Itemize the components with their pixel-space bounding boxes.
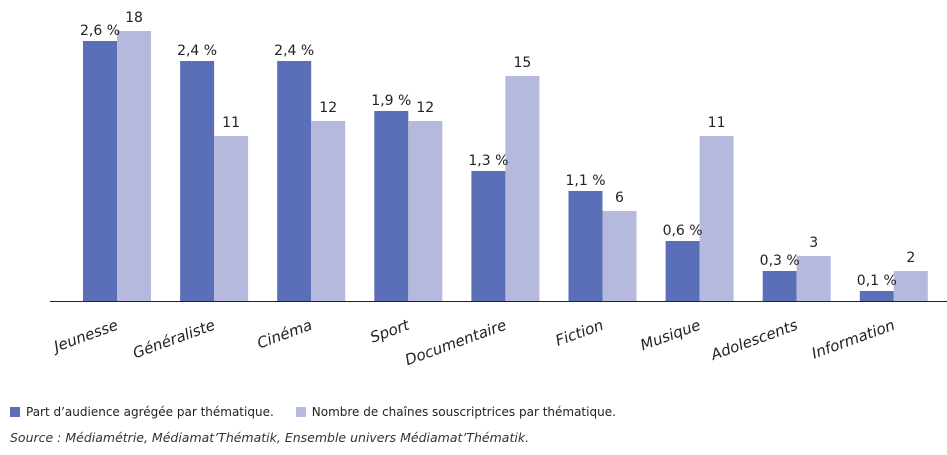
data-label-chaines-fiction: 6 bbox=[615, 190, 624, 206]
data-label-audience-jeunesse: 2,6 % bbox=[80, 23, 120, 39]
data-label-audience-information: 0,1 % bbox=[857, 273, 897, 289]
legend-item-audience: Part d’audience agrégée par thématique. bbox=[10, 405, 274, 419]
bar-audience-musique bbox=[665, 241, 700, 301]
bar-chaines-cinema bbox=[311, 121, 346, 301]
bar-chaines-information bbox=[893, 271, 928, 301]
data-label-chaines-musique: 11 bbox=[708, 115, 726, 131]
bar-audience-information bbox=[859, 291, 894, 301]
x-tick-label-jeunesse: Jeunesse bbox=[49, 316, 121, 357]
data-label-audience-cinema: 2,4 % bbox=[274, 43, 314, 59]
data-label-audience-sport: 1,9 % bbox=[371, 93, 411, 109]
bar-audience-fiction bbox=[568, 191, 603, 301]
data-label-chaines-adolescents: 3 bbox=[809, 235, 818, 251]
data-label-chaines-sport: 12 bbox=[416, 100, 434, 116]
bar-chaines-musique bbox=[699, 136, 734, 301]
bar-audience-adolescents bbox=[762, 271, 797, 301]
x-tick-label-sport: Sport bbox=[368, 315, 413, 346]
x-tick-label-information: Information bbox=[809, 316, 897, 363]
data-label-chaines-documentaire: 15 bbox=[513, 55, 531, 71]
data-label-audience-documentaire: 1,3 % bbox=[468, 153, 508, 169]
x-tick-label-cinema: Cinéma bbox=[255, 316, 315, 352]
x-tick-label-generaliste: Généraliste bbox=[130, 316, 217, 362]
bar-chaines-adolescents bbox=[796, 256, 831, 301]
legend-label-audience: Part d’audience agrégée par thématique. bbox=[26, 405, 274, 419]
x-tick-label-musique: Musique bbox=[638, 316, 703, 354]
legend-label-chaines: Nombre de chaînes souscriptrices par thé… bbox=[311, 405, 616, 419]
x-tick-label-adolescents: Adolescents bbox=[708, 316, 801, 364]
bar-audience-generaliste bbox=[180, 61, 215, 301]
bar-chaines-generaliste bbox=[214, 136, 249, 301]
bar-audience-sport bbox=[374, 111, 409, 301]
data-label-audience-fiction: 1,1 % bbox=[565, 173, 605, 189]
data-label-audience-musique: 0,6 % bbox=[663, 223, 703, 239]
data-label-chaines-cinema: 12 bbox=[319, 100, 337, 116]
x-tick-label-documentaire: Documentaire bbox=[403, 316, 509, 369]
data-label-chaines-generaliste: 11 bbox=[222, 115, 240, 131]
data-label-chaines-jeunesse: 18 bbox=[125, 10, 143, 26]
bar-audience-jeunesse bbox=[83, 41, 117, 301]
data-label-chaines-information: 2 bbox=[906, 250, 915, 266]
legend-swatch-chaines bbox=[295, 407, 306, 417]
bar-chaines-sport bbox=[408, 121, 443, 301]
chart-legend: Part d’audience agrégée par thématique. … bbox=[10, 405, 638, 419]
data-label-audience-generaliste: 2,4 % bbox=[177, 43, 217, 59]
bar-chaines-jeunesse bbox=[117, 31, 151, 301]
source-note: Source : Médiamétrie, Médiamat’Thématik,… bbox=[10, 430, 530, 445]
legend-swatch-audience bbox=[10, 407, 20, 417]
bar-audience-cinema bbox=[277, 61, 312, 301]
legend-item-chaines: Nombre de chaînes souscriptrices par thé… bbox=[295, 405, 616, 419]
data-label-audience-adolescents: 0,3 % bbox=[760, 253, 800, 269]
bar-chaines-documentaire bbox=[505, 76, 540, 301]
x-tick-label-fiction: Fiction bbox=[553, 316, 606, 350]
bar-audience-documentaire bbox=[471, 171, 506, 301]
bar-chaines-fiction bbox=[602, 211, 637, 301]
